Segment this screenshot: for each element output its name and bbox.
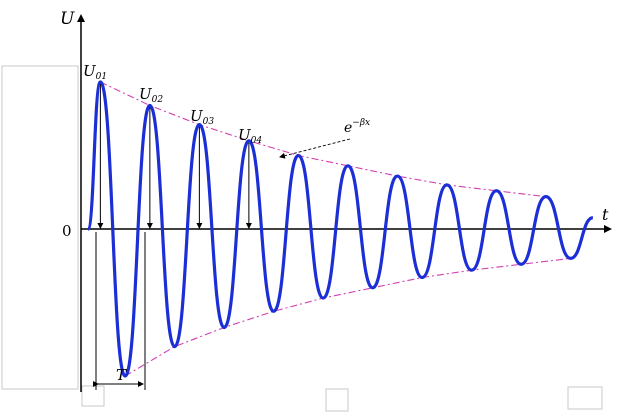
helper-box-small-1 bbox=[81, 385, 105, 407]
svg-text:U02: U02 bbox=[139, 85, 163, 105]
svg-text:U03: U03 bbox=[190, 107, 214, 127]
peak-label-2-sub: 02 bbox=[152, 95, 164, 105]
peak-label-1: U01 bbox=[83, 62, 107, 82]
period-label: T bbox=[116, 366, 127, 384]
upper-envelope bbox=[100, 81, 546, 198]
peak-label-1-sub: 01 bbox=[96, 72, 107, 82]
envelope-label: e−βx bbox=[344, 118, 370, 136]
lower-envelope bbox=[124, 257, 571, 377]
envelope-pointer-arrow bbox=[279, 138, 351, 159]
peak-label-3-main: U bbox=[190, 107, 204, 125]
peak-label-2-main: U bbox=[139, 85, 153, 103]
svg-text:U04: U04 bbox=[238, 126, 262, 146]
peak-label-3: U03 bbox=[190, 107, 214, 127]
x-axis-label: t bbox=[602, 205, 609, 224]
peak-label-3-sub: 03 bbox=[203, 117, 215, 127]
peak-label-2: U02 bbox=[139, 85, 163, 105]
helper-box-left bbox=[1, 65, 79, 390]
peak-label-4: U04 bbox=[238, 126, 262, 146]
peak-label-4-main: U bbox=[238, 126, 252, 144]
damped-wave bbox=[86, 80, 594, 378]
peak-label-1-main: U bbox=[83, 62, 97, 80]
origin-label: 0 bbox=[62, 222, 72, 240]
peak-drop-lines bbox=[97, 84, 252, 229]
helper-box-small-2 bbox=[325, 388, 349, 412]
peak-label-4-sub: 04 bbox=[251, 136, 263, 146]
envelope-label-base: e bbox=[344, 120, 352, 136]
y-axis-label: U bbox=[60, 9, 75, 29]
svg-text:U01: U01 bbox=[83, 62, 107, 82]
helper-box-small-3 bbox=[567, 386, 603, 410]
envelope-label-exponent: −βx bbox=[352, 118, 370, 128]
